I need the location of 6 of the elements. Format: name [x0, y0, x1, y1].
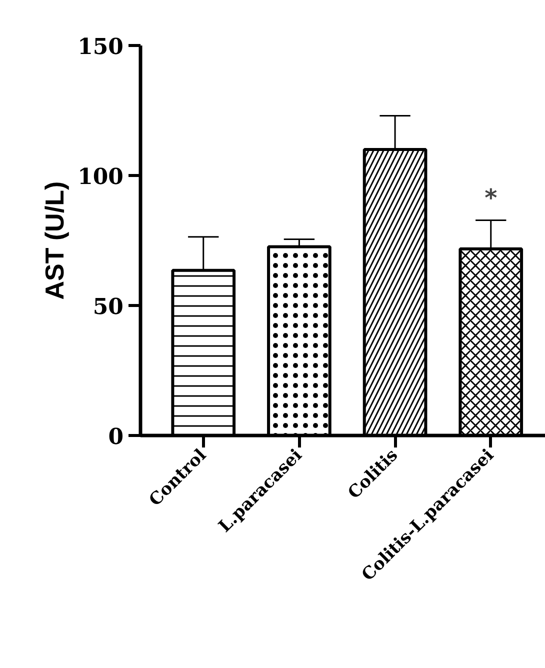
annotation: *: [484, 184, 498, 212]
y-tick-label: 50: [92, 294, 124, 320]
y-axis-title: AST (U/L): [40, 181, 70, 300]
y-tick-label: 0: [108, 424, 124, 450]
y-tick-label: 150: [78, 34, 124, 60]
y-tick-label: 100: [78, 164, 124, 190]
